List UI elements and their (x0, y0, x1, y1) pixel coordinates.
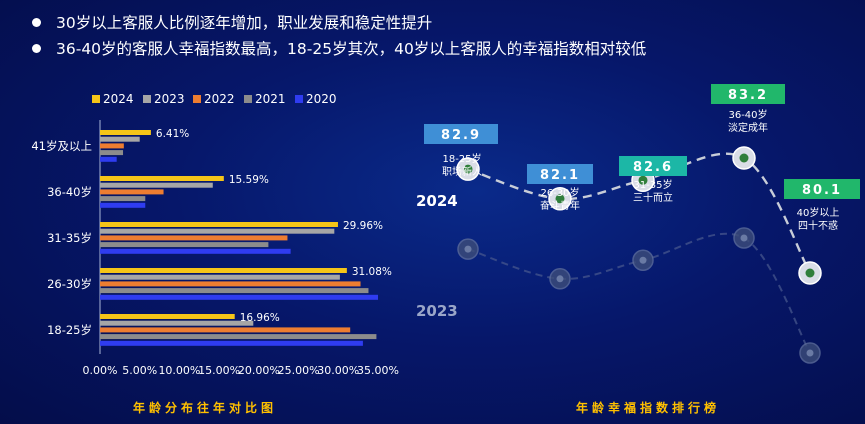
x-tick-label: 5.00% (122, 364, 157, 377)
category-label: 36-40岁 (47, 185, 92, 199)
bar-2022 (100, 235, 288, 241)
summary-text-2: 36-40岁的客服人幸福指数最高，18-25岁其次，40岁以上客服人的幸福指数相… (56, 40, 647, 58)
bar-2023 (100, 182, 213, 188)
category-label: 18-25岁 (47, 323, 92, 337)
x-tick-label: 0.00% (83, 364, 118, 377)
chart-title: 年龄分布往年对比图 (133, 400, 277, 415)
bar-2023 (100, 136, 140, 142)
value-badge-text: 83.2 (728, 88, 768, 103)
point-group-label: 40岁以上 (797, 206, 840, 219)
bar-2020 (100, 156, 117, 162)
legend-label-2020: 2020 (306, 92, 337, 106)
point-group-label: 26-30岁 (540, 186, 579, 199)
year-label-2023: 2023 (416, 302, 458, 320)
point-caption-label: 职场新人 (442, 165, 482, 178)
x-tick-label: 35.00% (357, 364, 399, 377)
bar-2021 (100, 196, 146, 202)
bar-2024 (100, 314, 235, 319)
category-label: 31-35岁 (47, 231, 92, 245)
legend-swatch-2022 (193, 95, 201, 103)
x-tick-label: 25.00% (278, 364, 320, 377)
bar-2022 (100, 189, 164, 195)
bar-2022 (100, 327, 351, 333)
legend-swatch-2021 (244, 95, 252, 103)
point-group-label: 36-40岁 (728, 108, 767, 121)
bar-2020 (100, 294, 378, 300)
series-line-2023 (467, 232, 811, 354)
bar-2020 (100, 248, 291, 254)
point-marker-2024-center (638, 175, 648, 185)
legend-swatch-2024 (92, 95, 100, 103)
bar-2022 (100, 281, 361, 287)
bar-2021 (100, 334, 377, 340)
value-badge (784, 179, 860, 199)
point-caption-label: 淡定成年 (728, 121, 768, 134)
x-tick-label: 15.00% (198, 364, 240, 377)
data-label: 31.08% (352, 266, 392, 278)
bar-2024 (100, 222, 338, 227)
x-tick-label: 20.00% (238, 364, 280, 377)
value-badge-text: 82.1 (540, 168, 580, 183)
x-tick-label: 30.00% (317, 364, 359, 377)
legend-swatch-2023 (143, 95, 151, 103)
bar-2020 (100, 340, 363, 346)
age-distribution-chart: 2024 2023 2022 2021 2020 41岁及以上 6.41% 36-40岁 15.… (31, 92, 399, 415)
value-badge (424, 124, 498, 144)
year-label-2024: 2024 (416, 192, 458, 210)
summary-bullet-2: 36-40岁的客服人幸福指数最高，18-25岁其次，40岁以上客服人的幸福指数相… (32, 36, 646, 62)
point-caption-label: 奋斗青年 (540, 199, 580, 212)
point-caption-label: 四十不惑 (798, 219, 838, 232)
bar-2023 (100, 320, 254, 326)
bar-2023 (100, 228, 335, 234)
point-marker-2023-center (464, 245, 472, 253)
legend-swatch-2020 (295, 95, 303, 103)
bar-2023 (100, 274, 340, 280)
summary-bullets: 30岁以上客服人比例逐年增加，职业发展和稳定性提升 36-40岁的客服人幸福指数… (32, 10, 646, 62)
category-label: 26-30岁 (47, 277, 92, 291)
summary-text-1: 30岁以上客服人比例逐年增加，职业发展和稳定性提升 (56, 14, 433, 32)
data-label: 29.96% (343, 220, 383, 232)
value-badge-text: 82.6 (633, 160, 673, 175)
point-marker-2023-center (740, 234, 748, 242)
value-badge (619, 156, 687, 176)
bar-2022 (100, 143, 124, 149)
value-badge-text: 80.1 (802, 183, 842, 198)
data-label: 6.41% (156, 128, 189, 140)
bar-2021 (100, 242, 269, 248)
point-group-label: 31-35岁 (633, 178, 672, 191)
bullet-dot-icon (32, 18, 41, 27)
point-marker-2024-center (739, 153, 749, 163)
point-marker-2024-center (463, 164, 473, 174)
point-marker-2024-center (805, 268, 815, 278)
bullet-dot-icon (32, 44, 41, 53)
legend-label-2023: 2023 (154, 92, 185, 106)
legend-label-2024: 2024 (103, 92, 134, 106)
legend-label-2022: 2022 (204, 92, 235, 106)
x-tick-label: 10.00% (158, 364, 200, 377)
value-badge (711, 84, 785, 104)
category-label: 41岁及以上 (31, 139, 92, 153)
point-marker-2023-center (806, 349, 814, 357)
data-label: 16.96% (240, 312, 280, 324)
chart-title: 年龄幸福指数排行榜 (576, 400, 720, 415)
point-caption-label: 三十而立 (633, 191, 673, 204)
bar-2021 (100, 288, 369, 294)
value-badge-text: 82.9 (441, 128, 481, 143)
point-marker-2024-center (555, 194, 565, 204)
bar-2020 (100, 202, 146, 208)
bar-2021 (100, 150, 124, 156)
point-marker-2023-center (556, 275, 564, 283)
summary-bullet-1: 30岁以上客服人比例逐年增加，职业发展和稳定性提升 (32, 10, 646, 36)
value-badge (527, 164, 593, 184)
bar-2024 (100, 130, 151, 135)
legend-label-2021: 2021 (255, 92, 286, 106)
data-label: 15.59% (229, 174, 269, 186)
point-group-label: 18-25岁 (442, 152, 481, 165)
point-marker-2023-center (639, 256, 647, 264)
bar-2024 (100, 268, 347, 273)
bar-2024 (100, 176, 224, 181)
